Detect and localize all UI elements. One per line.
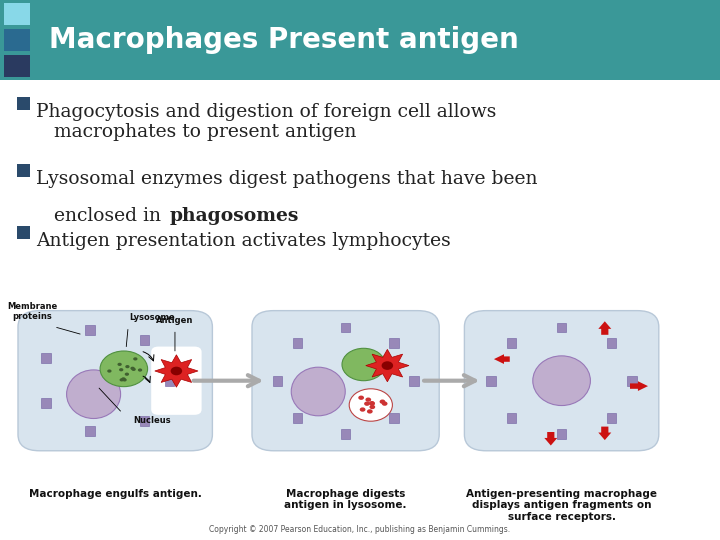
- FancyBboxPatch shape: [41, 399, 50, 408]
- FancyBboxPatch shape: [17, 164, 30, 177]
- Circle shape: [369, 401, 375, 406]
- Text: Macrophage digests
antigen in lysosome.: Macrophage digests antigen in lysosome.: [284, 489, 407, 510]
- Text: Lysosome: Lysosome: [130, 313, 176, 322]
- Circle shape: [120, 367, 124, 370]
- FancyBboxPatch shape: [17, 226, 30, 239]
- Text: Lysosomal enzymes digest pathogens that have been: Lysosomal enzymes digest pathogens that …: [36, 170, 538, 188]
- Text: Phagocytosis and digestion of foreign cell allows
   macrophates to present anti: Phagocytosis and digestion of foreign ce…: [36, 103, 496, 141]
- Polygon shape: [366, 349, 409, 382]
- Circle shape: [112, 363, 116, 367]
- FancyBboxPatch shape: [4, 55, 30, 77]
- FancyArrow shape: [598, 321, 611, 335]
- Ellipse shape: [67, 370, 121, 418]
- FancyBboxPatch shape: [628, 376, 637, 386]
- Text: enclosed in: enclosed in: [36, 207, 167, 225]
- FancyBboxPatch shape: [292, 414, 302, 423]
- Circle shape: [123, 369, 127, 372]
- Circle shape: [379, 400, 385, 404]
- FancyBboxPatch shape: [140, 335, 150, 345]
- Circle shape: [349, 389, 392, 421]
- Circle shape: [382, 361, 393, 370]
- FancyBboxPatch shape: [341, 429, 350, 439]
- Circle shape: [107, 372, 111, 375]
- Circle shape: [382, 401, 387, 406]
- Circle shape: [125, 366, 129, 369]
- Text: Macrophage engulfs antigen.: Macrophage engulfs antigen.: [29, 489, 202, 499]
- Circle shape: [171, 367, 182, 375]
- Text: phagosomes: phagosomes: [169, 207, 299, 225]
- FancyBboxPatch shape: [292, 338, 302, 348]
- FancyBboxPatch shape: [18, 310, 212, 451]
- Polygon shape: [155, 355, 198, 387]
- Circle shape: [131, 365, 135, 368]
- FancyBboxPatch shape: [4, 29, 30, 51]
- Circle shape: [123, 367, 127, 370]
- Circle shape: [342, 348, 385, 381]
- Circle shape: [100, 351, 148, 387]
- Circle shape: [359, 396, 364, 400]
- FancyBboxPatch shape: [252, 310, 439, 451]
- FancyBboxPatch shape: [151, 347, 202, 415]
- Circle shape: [360, 407, 366, 411]
- Circle shape: [365, 397, 371, 402]
- Text: Nucleus: Nucleus: [133, 416, 171, 425]
- FancyBboxPatch shape: [507, 338, 516, 348]
- FancyBboxPatch shape: [85, 326, 94, 335]
- Circle shape: [364, 402, 370, 406]
- FancyBboxPatch shape: [607, 338, 616, 348]
- FancyBboxPatch shape: [487, 376, 496, 386]
- FancyArrow shape: [630, 381, 648, 391]
- Text: Membrane
proteins: Membrane proteins: [7, 302, 58, 321]
- FancyBboxPatch shape: [464, 310, 659, 451]
- Text: Antigen: Antigen: [156, 316, 194, 325]
- Circle shape: [369, 405, 375, 409]
- FancyBboxPatch shape: [85, 426, 94, 436]
- Ellipse shape: [533, 356, 590, 406]
- FancyBboxPatch shape: [557, 322, 567, 332]
- Text: Antigen presentation activates lymphocytes: Antigen presentation activates lymphocyt…: [36, 232, 451, 250]
- FancyArrow shape: [598, 427, 611, 440]
- FancyBboxPatch shape: [41, 353, 50, 363]
- Circle shape: [125, 356, 130, 360]
- Circle shape: [123, 364, 127, 367]
- FancyBboxPatch shape: [390, 414, 399, 423]
- FancyArrow shape: [494, 354, 510, 364]
- Circle shape: [109, 375, 114, 379]
- Circle shape: [130, 372, 135, 375]
- Circle shape: [122, 366, 126, 369]
- FancyBboxPatch shape: [341, 322, 350, 332]
- Circle shape: [369, 401, 375, 406]
- FancyBboxPatch shape: [17, 97, 30, 110]
- FancyBboxPatch shape: [165, 376, 174, 386]
- FancyBboxPatch shape: [607, 414, 616, 423]
- FancyBboxPatch shape: [557, 429, 567, 439]
- Text: Antigen-presenting macrophage
displays antigen fragments on
surface receptors.: Antigen-presenting macrophage displays a…: [466, 489, 657, 522]
- Text: Copyright © 2007 Pearson Education, Inc., publishing as Benjamin Cummings.: Copyright © 2007 Pearson Education, Inc.…: [210, 524, 510, 534]
- FancyBboxPatch shape: [272, 376, 282, 386]
- FancyBboxPatch shape: [140, 416, 150, 426]
- FancyBboxPatch shape: [4, 3, 30, 25]
- Ellipse shape: [291, 367, 346, 416]
- FancyBboxPatch shape: [409, 376, 419, 386]
- FancyBboxPatch shape: [507, 414, 516, 423]
- FancyBboxPatch shape: [0, 0, 720, 80]
- Text: Macrophages Present antigen: Macrophages Present antigen: [49, 26, 518, 54]
- FancyBboxPatch shape: [390, 338, 399, 348]
- Circle shape: [367, 409, 373, 414]
- FancyArrow shape: [544, 432, 557, 445]
